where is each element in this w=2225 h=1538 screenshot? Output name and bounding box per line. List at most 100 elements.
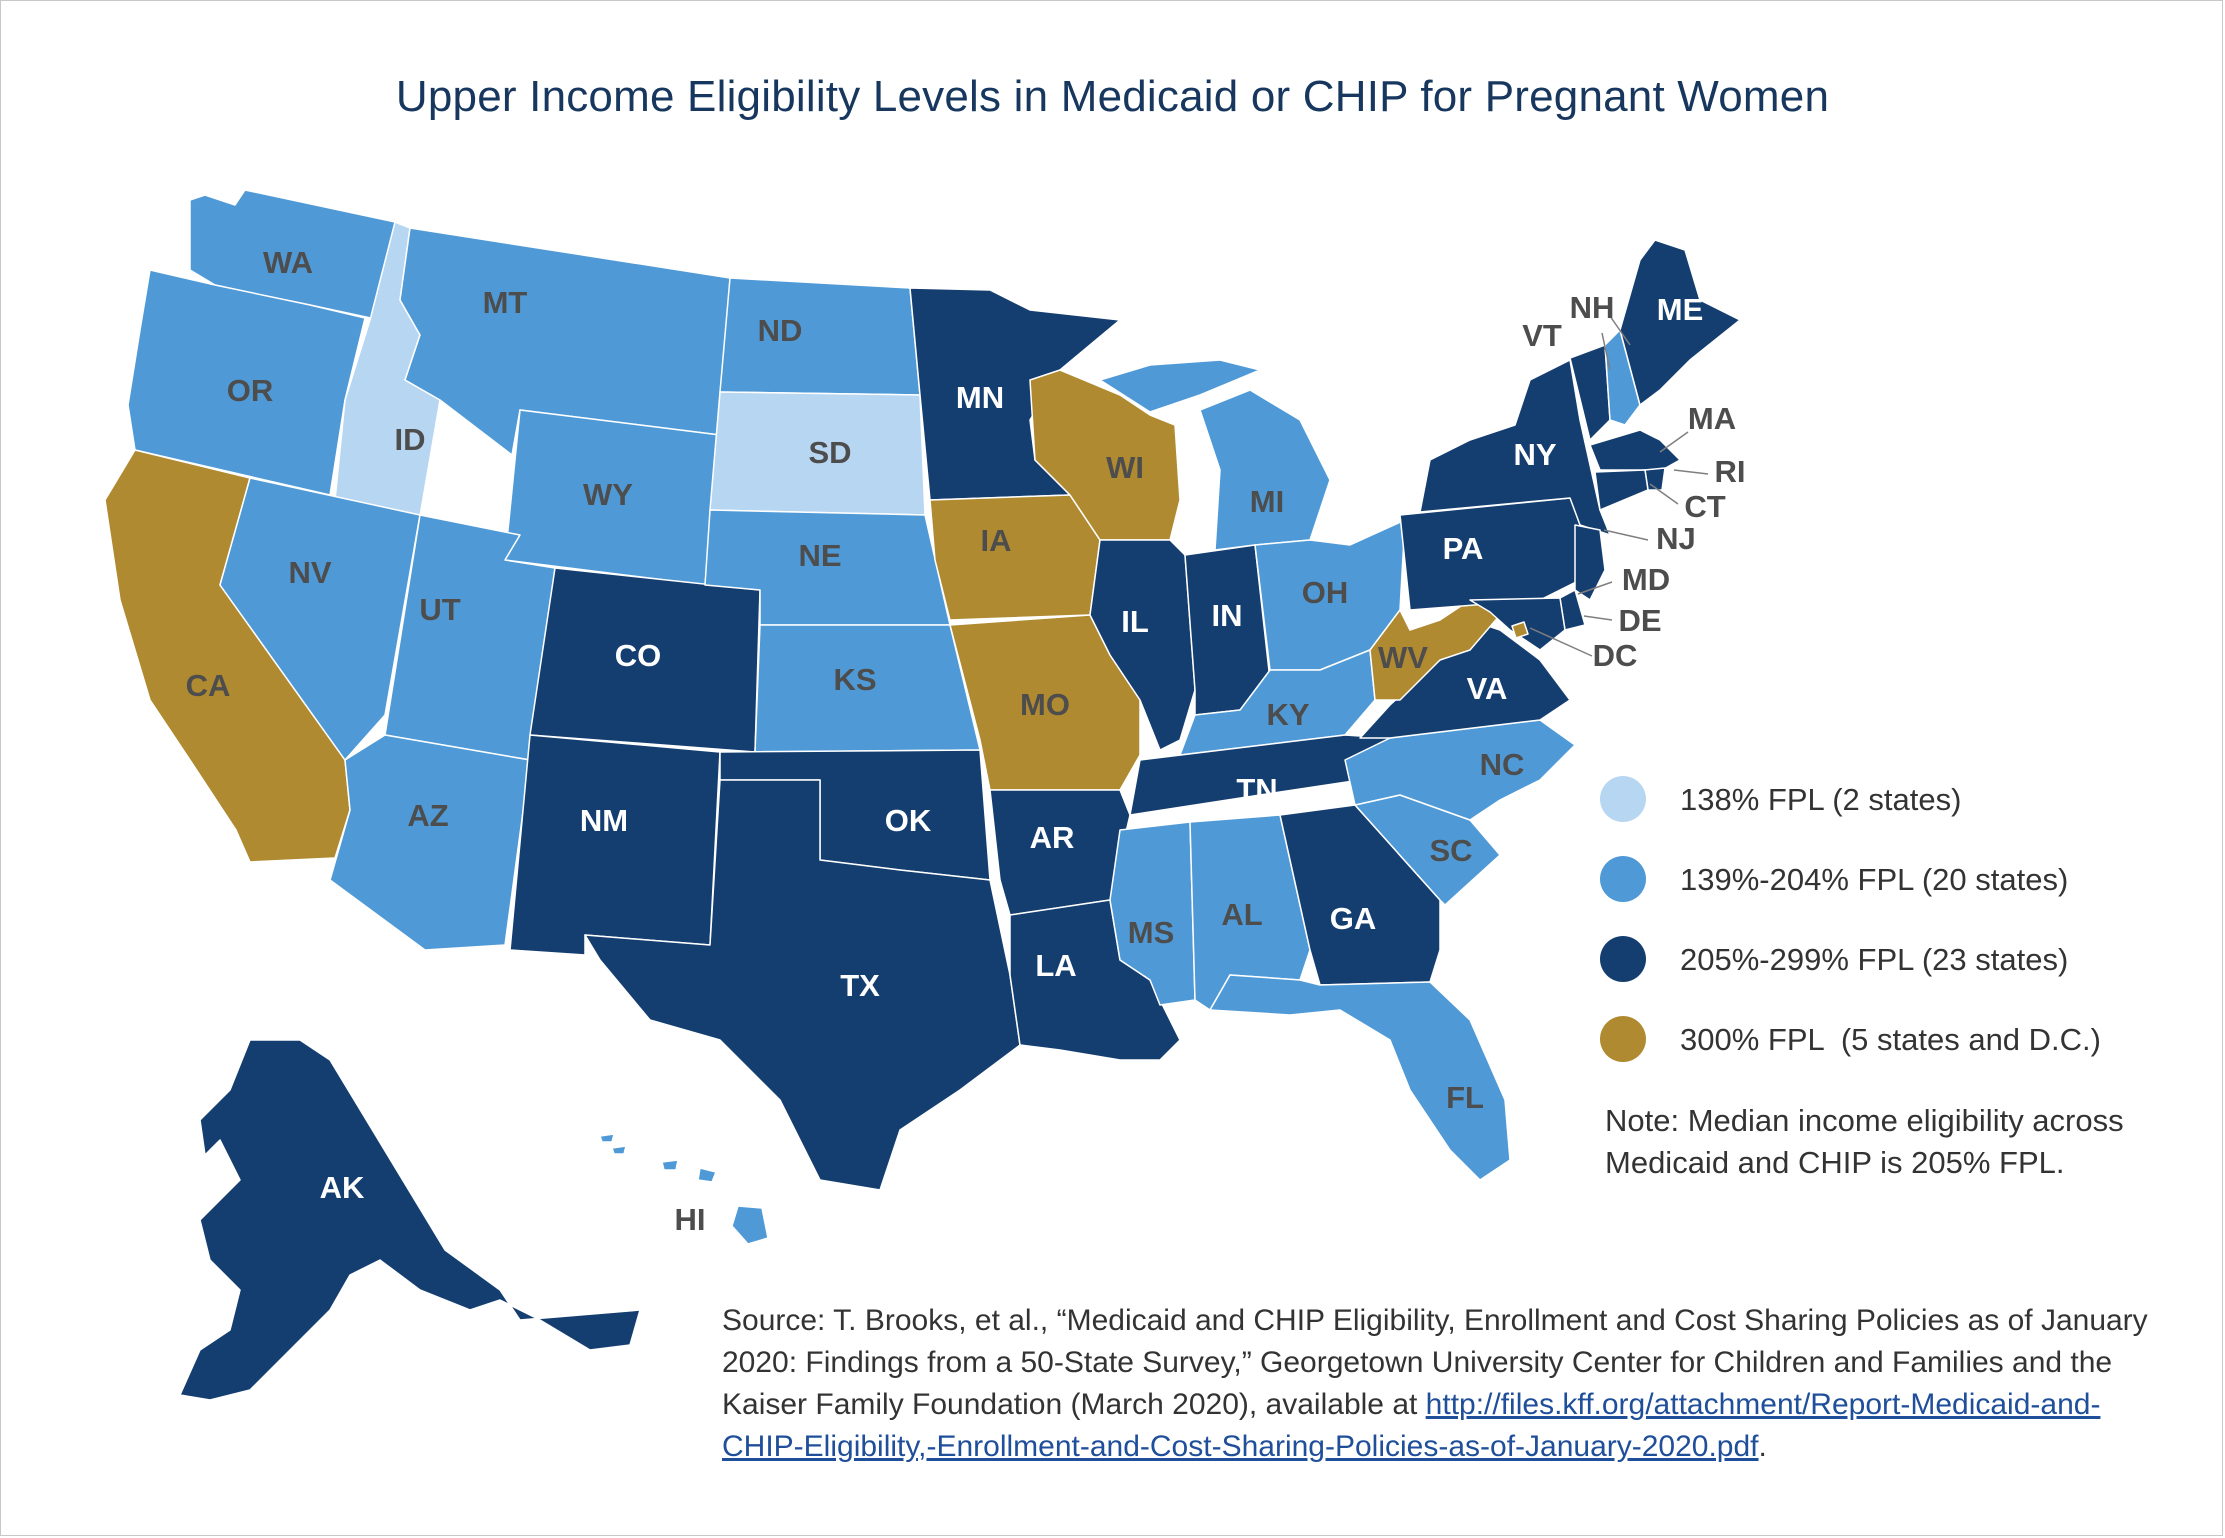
state-label-nm: NM (580, 803, 628, 838)
state-label-wv: WV (1378, 640, 1428, 675)
state-label-ok: OK (885, 803, 932, 838)
state-nj (1574, 524, 1606, 601)
state-wi (1029, 369, 1181, 541)
map-title: Upper Income Eligibility Levels in Medic… (395, 72, 1830, 121)
source-link[interactable]: http://files.kff.org/attachment/Report-M… (722, 1388, 2101, 1463)
state-ny (1419, 359, 1611, 536)
leader-dc (1529, 627, 1593, 657)
state-label-me: ME (1657, 292, 1704, 327)
state-ma (1589, 429, 1681, 471)
leader-ri (1673, 469, 1709, 475)
source-tail: . (1758, 1430, 1767, 1463)
legend-label-139-204: 139%-204% FPL (20 states) (1680, 862, 2069, 897)
state-az (329, 734, 531, 951)
state-label-de: DE (1618, 603, 1661, 638)
leader-ct (1649, 483, 1679, 505)
state-me (1619, 239, 1741, 406)
state-label-la: LA (1035, 948, 1076, 983)
legend-label-300: 300% FPL (5 states and D.C.) (1680, 1022, 2101, 1057)
state-label-ma: MA (1688, 401, 1736, 436)
state-ct (1594, 469, 1649, 511)
state-label-wi: WI (1106, 450, 1144, 485)
state-label-az: AZ (407, 798, 448, 833)
state-label-vt: VT (1522, 318, 1562, 353)
state-hi (599, 1133, 769, 1245)
state-label-nd: ND (758, 313, 803, 348)
legend-swatch-205-299 (1600, 936, 1646, 982)
legend-item-300: 300% FPL (5 states and D.C.) (1600, 1016, 2160, 1062)
leader-ma (1659, 431, 1689, 453)
state-label-ri: RI (1715, 454, 1746, 489)
state-label-ia: IA (981, 523, 1012, 558)
state-nh (1604, 329, 1641, 426)
state-label-ar: AR (1030, 820, 1075, 855)
state-nm (509, 734, 721, 956)
state-pa (1399, 497, 1586, 611)
state-label-va: VA (1467, 671, 1508, 706)
state-ia (929, 494, 1101, 621)
state-nv (219, 477, 421, 761)
state-mi (1099, 359, 1331, 551)
leader-vt (1601, 332, 1611, 371)
leader-de (1583, 615, 1613, 621)
legend-label-205-299: 205%-299% FPL (23 states) (1680, 942, 2069, 977)
state-label-mn: MN (956, 380, 1004, 415)
state-dc (1511, 621, 1529, 639)
state-label-fl: FL (1446, 1080, 1484, 1115)
state-label-md: MD (1622, 562, 1670, 597)
leader-md (1577, 581, 1613, 595)
state-label-ny: NY (1513, 437, 1556, 472)
state-label-nc: NC (1480, 747, 1525, 782)
legend-item-139-204: 139%-204% FPL (20 states) (1600, 856, 2160, 902)
state-label-mo: MO (1020, 687, 1070, 722)
source-text: Source: T. Brooks, et al., “Medicaid and… (722, 1304, 2148, 1421)
state-label-ak: AK (320, 1170, 365, 1205)
state-label-tx: TX (840, 968, 880, 1003)
state-label-dc: DC (1593, 638, 1638, 673)
legend-swatch-300 (1600, 1016, 1646, 1062)
state-label-mi: MI (1250, 484, 1284, 519)
state-label-id: ID (395, 422, 426, 457)
state-label-nh: NH (1570, 290, 1615, 325)
state-label-wa: WA (263, 245, 313, 280)
leader-nh (1609, 315, 1631, 346)
state-label-ky: KY (1266, 697, 1309, 732)
state-label-in: IN (1212, 598, 1243, 633)
state-label-ks: KS (833, 662, 876, 697)
source-citation: Source: T. Brooks, et al., “Medicaid and… (722, 1300, 2162, 1468)
state-label-oh: OH (1302, 575, 1349, 610)
legend-swatch-139-204 (1600, 856, 1646, 902)
state-label-tn: TN (1236, 772, 1277, 807)
state-label-pa: PA (1443, 531, 1484, 566)
state-label-al: AL (1221, 897, 1262, 932)
state-label-sc: SC (1429, 833, 1472, 868)
state-label-or: OR (227, 373, 274, 408)
state-label-hi: HI (675, 1202, 706, 1237)
state-label-ne: NE (798, 538, 841, 573)
state-label-ga: GA (1330, 901, 1377, 936)
state-or (127, 269, 366, 496)
legend-item-205-299: 205%-299% FPL (23 states) (1600, 936, 2160, 982)
state-il (1089, 539, 1196, 751)
state-fl (1209, 974, 1511, 1181)
leader-nj (1603, 529, 1649, 541)
legend-item-138: 138% FPL (2 states) (1600, 776, 2160, 822)
state-tx (584, 779, 1021, 1191)
state-label-wy: WY (583, 477, 633, 512)
legend-swatch-138 (1600, 776, 1646, 822)
state-label-ca: CA (186, 668, 231, 703)
state-label-ms: MS (1128, 915, 1175, 950)
state-label-il: IL (1121, 604, 1149, 639)
state-label-ut: UT (419, 592, 460, 627)
state-ak (179, 1039, 641, 1401)
state-label-nj: NJ (1656, 521, 1696, 556)
legend-label-138: 138% FPL (2 states) (1680, 782, 1962, 817)
state-label-sd: SD (808, 435, 851, 470)
state-label-ct: CT (1684, 489, 1725, 524)
state-nd (719, 277, 921, 396)
median-note: Note: Median income eligibility across M… (1605, 1103, 2124, 1180)
state-label-co: CO (615, 638, 662, 673)
state-mn (909, 287, 1121, 501)
